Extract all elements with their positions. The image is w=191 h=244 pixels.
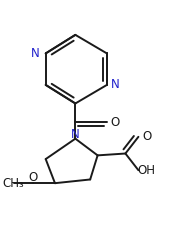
Text: O: O — [142, 130, 151, 143]
Text: CH₃: CH₃ — [2, 177, 24, 190]
Text: N: N — [111, 78, 120, 92]
Text: O: O — [28, 172, 37, 184]
Text: N: N — [71, 128, 80, 141]
Text: OH: OH — [138, 164, 156, 177]
Text: N: N — [31, 47, 40, 60]
Text: O: O — [111, 115, 120, 129]
